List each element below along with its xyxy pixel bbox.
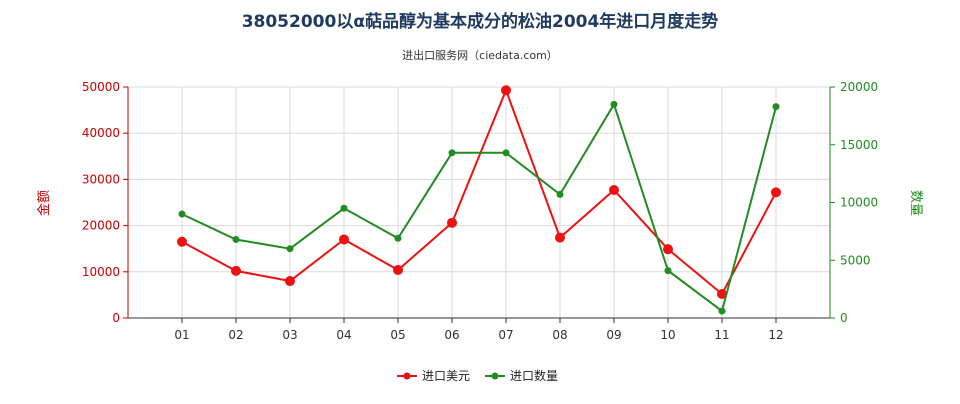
data-point[interactable] — [771, 187, 781, 198]
legend-item-amount[interactable]: 进口美元 — [397, 369, 470, 383]
left-tick-label: 0 — [112, 311, 120, 325]
legend-label-quantity: 进口数量 — [510, 368, 558, 383]
x-tick-label: 05 — [390, 328, 405, 342]
chart-title: 38052000以α萜品醇为基本成分的松油2004年进口月度走势 — [242, 11, 719, 32]
data-point[interactable] — [339, 234, 349, 245]
data-point[interactable] — [177, 236, 187, 247]
left-tick-label: 40000 — [82, 126, 120, 140]
data-point[interactable] — [502, 149, 510, 157]
right-axis-label: 数量 — [908, 190, 923, 216]
legend-label-amount: 进口美元 — [422, 369, 470, 383]
data-point[interactable] — [285, 276, 295, 287]
left-axis-label: 金额 — [36, 190, 52, 216]
data-point[interactable] — [609, 185, 619, 196]
x-tick-label: 12 — [768, 328, 783, 342]
data-point[interactable] — [178, 210, 186, 218]
data-point[interactable] — [393, 264, 403, 275]
x-tick-label: 03 — [282, 328, 297, 342]
right-tick-label: 20000 — [840, 80, 878, 94]
data-point[interactable] — [664, 267, 672, 275]
left-tick-label: 30000 — [82, 172, 120, 186]
x-tick-label: 08 — [552, 328, 567, 342]
series-line — [181, 101, 777, 313]
right-tick-label: 0 — [840, 311, 848, 325]
data-point[interactable] — [394, 234, 402, 242]
right-tick-label: 5000 — [840, 253, 871, 267]
data-point[interactable] — [772, 103, 780, 111]
right-tick-label: 10000 — [840, 196, 878, 210]
left-tick-label: 10000 — [82, 265, 120, 279]
x-tick-label: 02 — [228, 328, 243, 342]
data-point[interactable] — [340, 204, 348, 212]
x-tick-label: 04 — [336, 328, 351, 342]
data-point[interactable] — [556, 190, 564, 198]
data-point[interactable] — [286, 245, 294, 253]
data-point[interactable] — [447, 217, 457, 228]
chart-subtitle: 进出口服务网（ciedata.com） — [402, 48, 558, 62]
right-tick-label: 15000 — [840, 138, 878, 152]
x-tick-label: 11 — [714, 328, 729, 342]
data-point[interactable] — [717, 288, 727, 299]
data-point[interactable] — [232, 235, 240, 243]
x-tick-label: 07 — [498, 328, 513, 342]
x-tick-label: 01 — [174, 328, 189, 342]
legend-marker-quantity — [491, 372, 499, 380]
legend: 进口美元 进口数量 — [397, 368, 558, 383]
series-amount — [177, 85, 781, 299]
data-point[interactable] — [231, 265, 241, 276]
x-tick-label: 10 — [660, 328, 675, 342]
data-point[interactable] — [718, 307, 726, 315]
left-tick-label: 50000 — [82, 80, 120, 94]
x-tick-label: 09 — [606, 328, 621, 342]
series-layer — [177, 85, 781, 315]
data-point[interactable] — [501, 85, 511, 96]
data-point[interactable] — [610, 100, 618, 108]
data-point[interactable] — [663, 244, 673, 255]
legend-marker-amount — [403, 372, 411, 380]
left-tick-label: 20000 — [82, 219, 120, 233]
data-point[interactable] — [448, 149, 456, 157]
data-point[interactable] — [555, 232, 565, 243]
axes: 0 10000 20000 30000 40000 50000 0 5000 10000 1500… — [82, 80, 878, 342]
grid — [128, 86, 830, 318]
legend-item-quantity[interactable]: 进口数量 — [485, 368, 558, 383]
series-line — [181, 87, 777, 296]
x-tick-label: 06 — [444, 328, 459, 342]
series-quantity — [178, 100, 780, 315]
